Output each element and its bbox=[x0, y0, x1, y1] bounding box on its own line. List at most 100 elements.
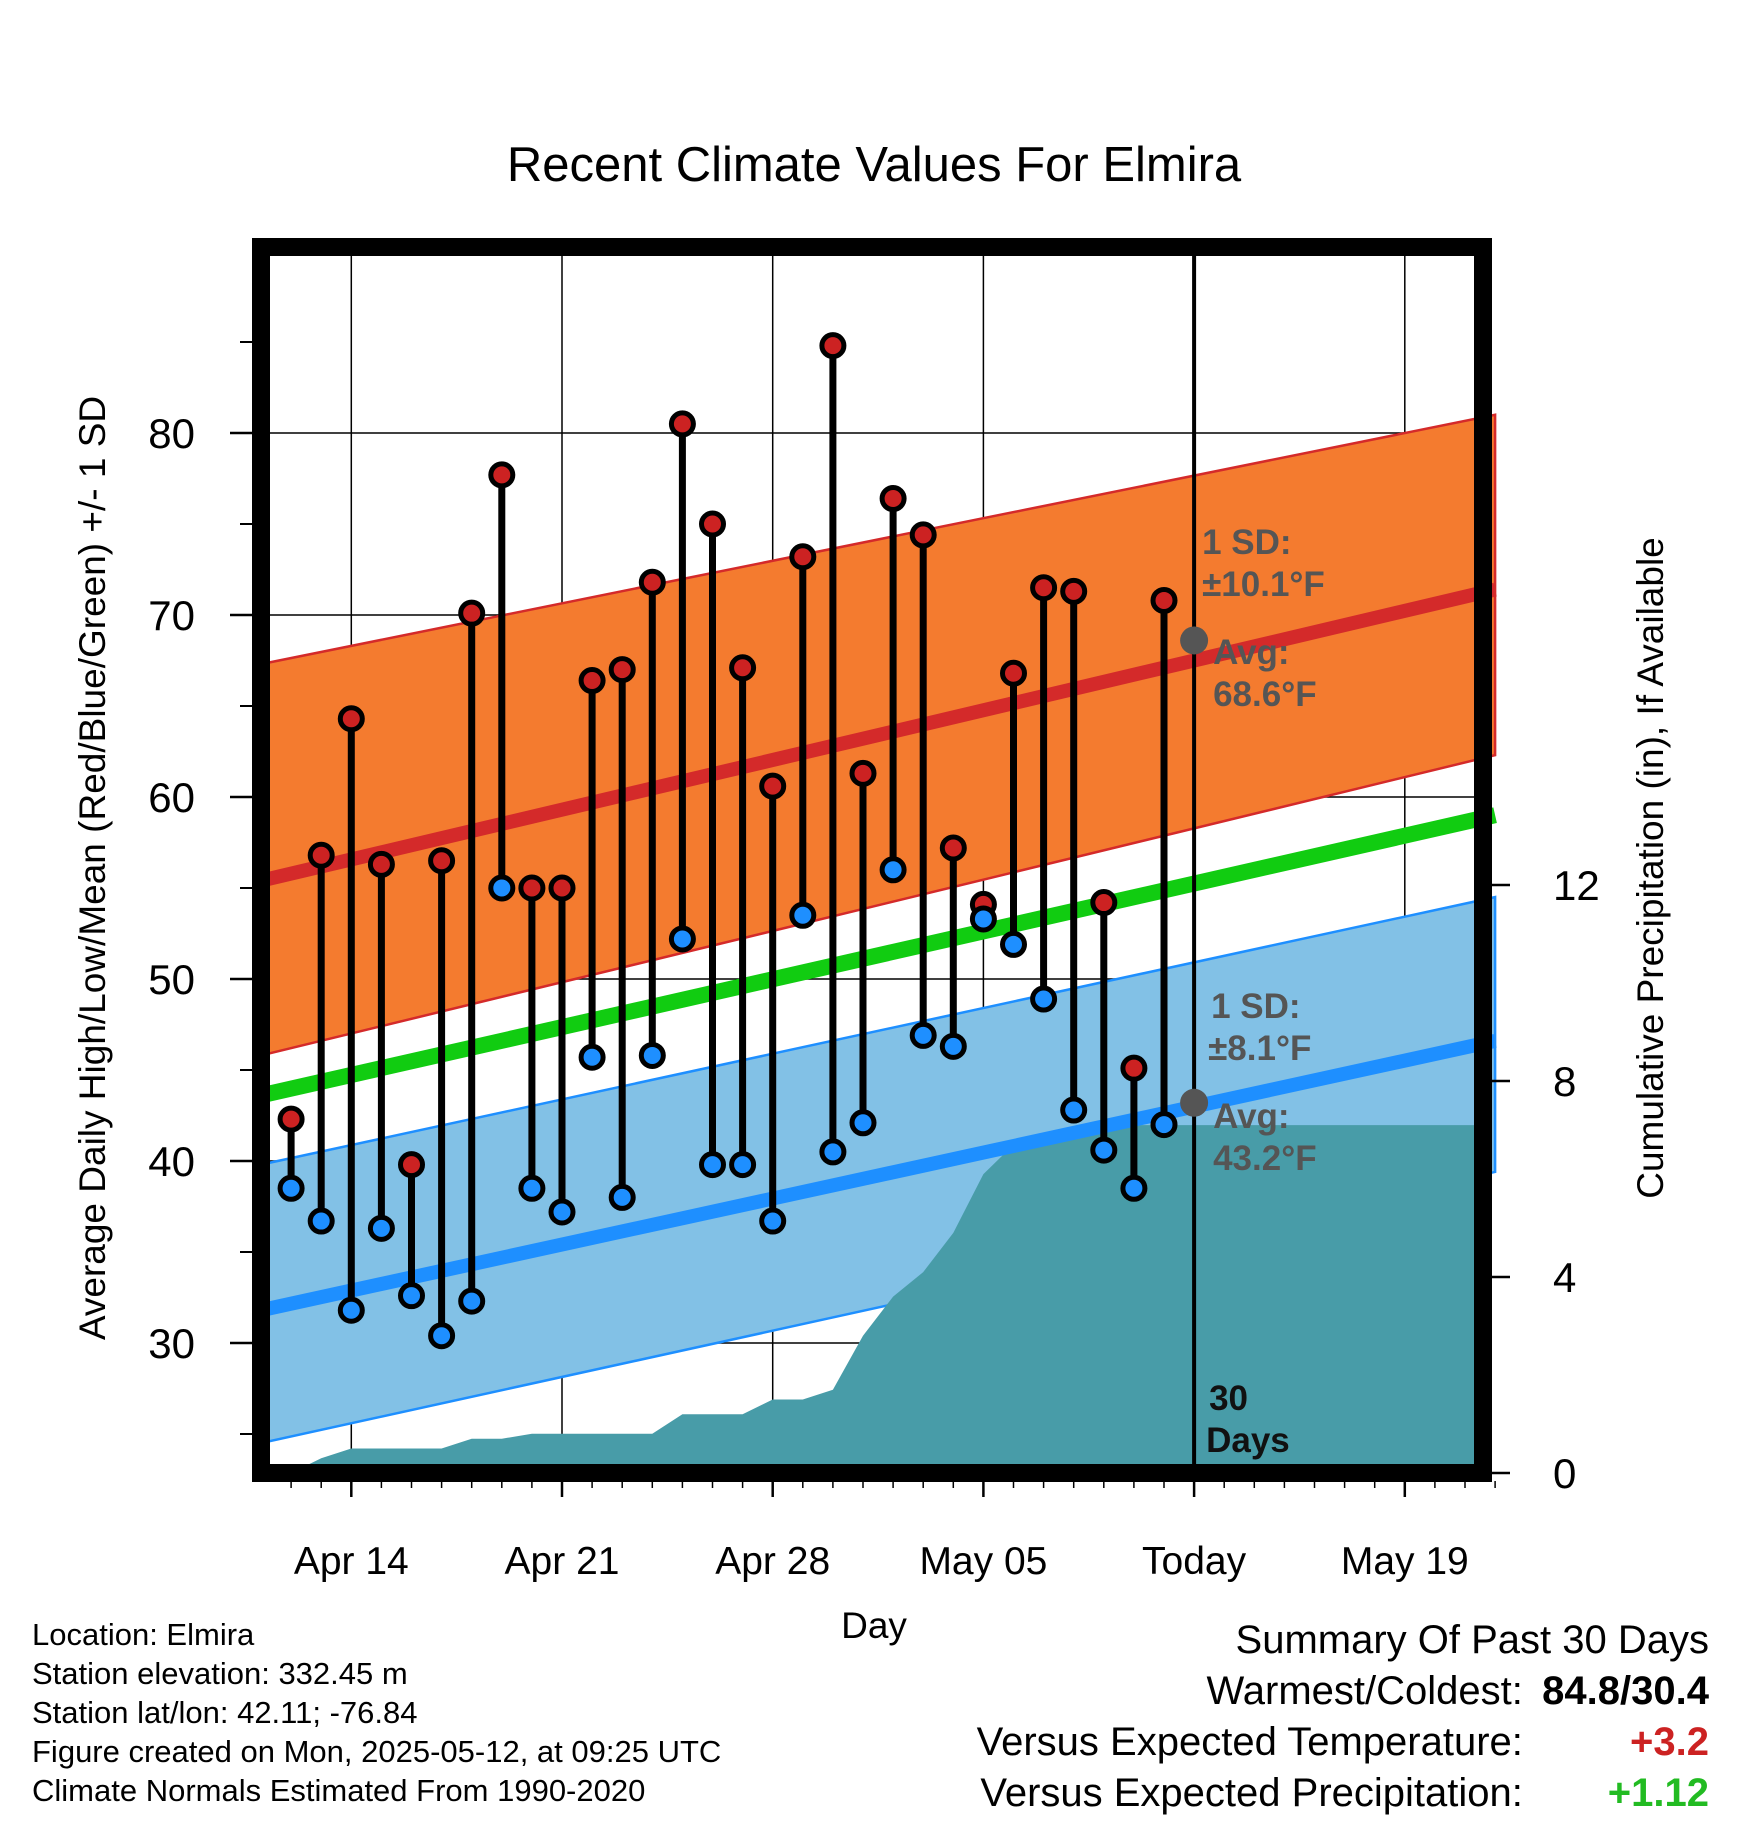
high-temp-point bbox=[277, 1105, 305, 1133]
high-temp-point bbox=[638, 568, 666, 596]
high-temp-point bbox=[789, 543, 817, 571]
info-normals: Climate Normals Estimated From 1990-2020 bbox=[32, 1773, 646, 1808]
high-temp-point bbox=[1000, 659, 1027, 687]
low-temp-point bbox=[819, 1138, 847, 1166]
days-label-number: 30 bbox=[1209, 1379, 1248, 1418]
high-sd-value: ±10.1°F bbox=[1202, 565, 1325, 604]
x-tick-label: Apr 14 bbox=[294, 1540, 409, 1583]
warmest-value: 84.8/30.4 bbox=[1542, 1669, 1709, 1713]
high-avg-value: 68.6°F bbox=[1213, 675, 1317, 714]
high-temp-point bbox=[909, 521, 937, 549]
high-temp-point bbox=[518, 874, 546, 902]
high-temp-point bbox=[849, 759, 877, 787]
high-sd-label: 1 SD: bbox=[1202, 523, 1291, 562]
low-temp-point bbox=[1030, 985, 1058, 1013]
info-location: Location: Elmira bbox=[32, 1617, 255, 1652]
high-temp-point bbox=[488, 461, 516, 489]
today-low-avg-marker bbox=[1180, 1088, 1209, 1117]
low-temp-point bbox=[729, 1151, 757, 1179]
station-info: Location: Elmira Station elevation: 332.… bbox=[32, 1615, 721, 1810]
summary-title: Summary Of Past 30 Days bbox=[1235, 1618, 1709, 1662]
x-axis-label: Day bbox=[841, 1605, 907, 1646]
normal-low-line bbox=[259, 1034, 1497, 1318]
y-tick-label: 40 bbox=[148, 1138, 195, 1185]
y-tick-label: 70 bbox=[148, 592, 195, 639]
high-temp-point bbox=[939, 834, 967, 862]
high-temp-point bbox=[668, 410, 696, 438]
low-temp-point bbox=[337, 1296, 365, 1324]
low-temp-point bbox=[277, 1174, 305, 1202]
low-temp-point bbox=[428, 1322, 456, 1350]
high-temp-point bbox=[458, 599, 486, 627]
high-temp-point bbox=[307, 841, 335, 869]
y2-tick-label: 0 bbox=[1553, 1450, 1576, 1497]
temp-label: Versus Expected Temperature: bbox=[976, 1720, 1523, 1764]
low-temp-point bbox=[939, 1032, 967, 1060]
x-tick-label: Apr 28 bbox=[715, 1540, 830, 1583]
low-temp-point bbox=[849, 1109, 877, 1137]
x-tick-label: Apr 21 bbox=[505, 1540, 620, 1583]
low-temp-point bbox=[398, 1282, 425, 1310]
warmest-label: Warmest/Coldest: bbox=[1206, 1669, 1523, 1713]
high-temp-point bbox=[879, 485, 907, 513]
high-temp-point bbox=[367, 850, 395, 878]
low-temp-point bbox=[608, 1183, 636, 1211]
high-temp-point bbox=[608, 656, 636, 684]
plot-frame bbox=[252, 238, 1492, 1482]
low-temp-point bbox=[367, 1214, 395, 1242]
low-temp-point bbox=[1000, 930, 1027, 958]
temp-value: +3.2 bbox=[1630, 1720, 1709, 1764]
days-label-text: Days bbox=[1206, 1421, 1290, 1460]
low-sd-value: ±8.1°F bbox=[1208, 1029, 1311, 1068]
low-temp-point bbox=[1060, 1096, 1088, 1124]
low-avg-label: Avg: bbox=[1213, 1097, 1289, 1136]
low-temp-point bbox=[638, 1041, 666, 1069]
info-created: Figure created on Mon, 2025-05-12, at 09… bbox=[32, 1734, 722, 1769]
low-temp-point bbox=[909, 1021, 937, 1049]
low-temp-point bbox=[307, 1207, 335, 1235]
high-temp-point bbox=[1150, 586, 1178, 614]
low-temp-point bbox=[518, 1174, 546, 1202]
low-temp-point bbox=[668, 925, 696, 953]
summary-temp-row: Versus Expected Temperature: +3.2 bbox=[977, 1717, 1709, 1768]
high-temp-point bbox=[1120, 1054, 1148, 1082]
y-tick-label: 80 bbox=[148, 410, 195, 457]
high-temp-point bbox=[548, 874, 576, 902]
low-temp-point bbox=[1120, 1174, 1148, 1202]
high-temp-point bbox=[759, 772, 787, 800]
low-temp-point bbox=[488, 874, 516, 902]
low-temp-point bbox=[548, 1198, 576, 1226]
high-temp-point bbox=[337, 705, 365, 733]
low-temp-point bbox=[699, 1151, 726, 1179]
precip-value: +1.12 bbox=[1607, 1771, 1709, 1815]
high-avg-label: Avg: bbox=[1213, 633, 1289, 672]
x-tick-label: May 19 bbox=[1341, 1540, 1469, 1583]
x-tick-label: May 05 bbox=[919, 1540, 1047, 1583]
y2-tick-label: 4 bbox=[1553, 1254, 1576, 1301]
high-temp-point bbox=[1090, 889, 1118, 917]
y2-tick-label: 8 bbox=[1553, 1058, 1576, 1105]
low-temp-point bbox=[879, 856, 907, 884]
low-temp-point bbox=[969, 905, 997, 933]
today-high-avg-marker bbox=[1180, 626, 1209, 655]
summary-precip-row: Versus Expected Precipitation: +1.12 bbox=[977, 1768, 1709, 1819]
info-latlon: Station lat/lon: 42.11; -76.84 bbox=[32, 1695, 418, 1730]
low-temp-point bbox=[1090, 1136, 1118, 1164]
y-tick-label: 30 bbox=[148, 1320, 195, 1367]
high-temp-point bbox=[1030, 574, 1058, 602]
low-temp-point bbox=[578, 1043, 606, 1071]
high-temp-point bbox=[428, 847, 456, 875]
low-sd-label: 1 SD: bbox=[1211, 987, 1300, 1026]
high-temp-point bbox=[1060, 577, 1088, 605]
low-avg-value: 43.2°F bbox=[1213, 1139, 1317, 1178]
y-axis-label: Average Daily High/Low/Mean (Red/Blue/Gr… bbox=[72, 396, 113, 1340]
y-tick-label: 60 bbox=[148, 774, 195, 821]
low-temp-point bbox=[1150, 1111, 1178, 1139]
normal-high-line bbox=[259, 582, 1497, 888]
high-temp-point bbox=[819, 332, 847, 360]
chart-title: Recent Climate Values For Elmira bbox=[507, 138, 1242, 192]
info-elevation: Station elevation: 332.45 m bbox=[32, 1656, 408, 1691]
high-temp-point bbox=[578, 667, 606, 695]
